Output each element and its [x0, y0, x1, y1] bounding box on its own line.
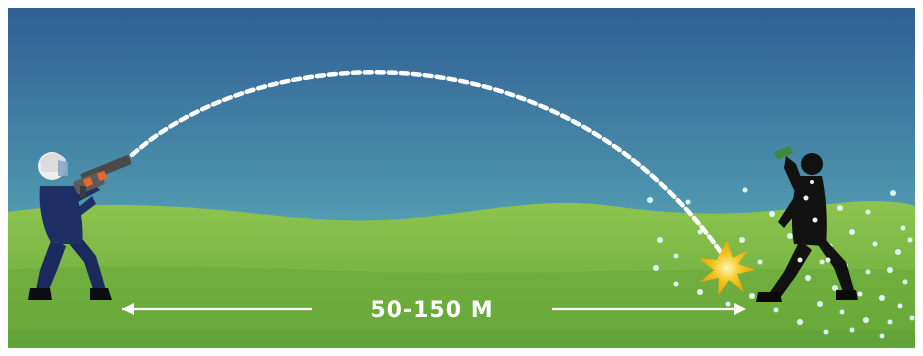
grass-foreground	[8, 330, 915, 348]
explosion-burst-icon	[698, 240, 756, 296]
protester-throwing-icon	[756, 146, 858, 302]
grass-shade	[8, 266, 915, 348]
projectile-trajectory	[129, 70, 728, 261]
distance-indicator: 50-150 M	[122, 298, 746, 323]
arrowhead-right-icon	[734, 303, 746, 315]
distance-label: 50-150 M	[370, 298, 493, 323]
riot-officer-with-launcher-icon	[28, 152, 132, 300]
arrowhead-left-icon	[122, 303, 134, 315]
